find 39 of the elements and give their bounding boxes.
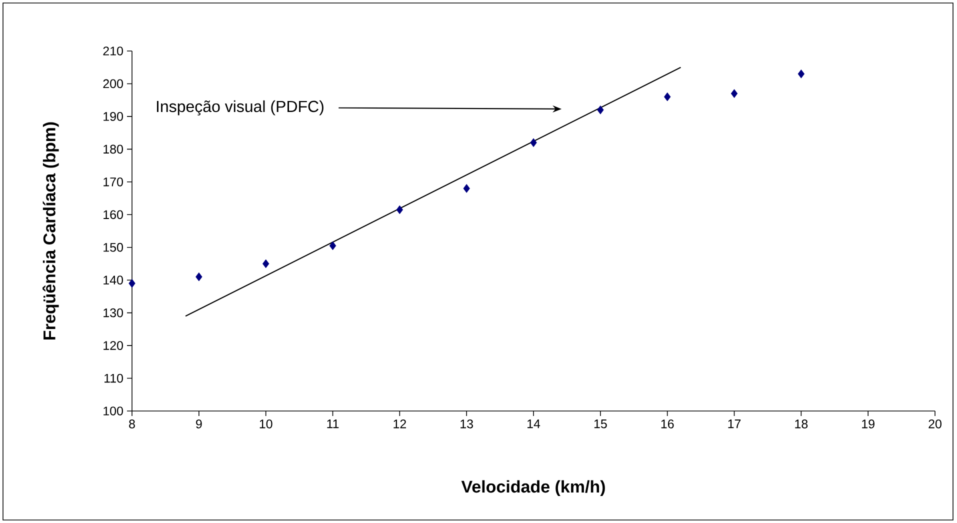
y-tick-label: 200 — [103, 79, 123, 88]
y-tick-label: 160 — [104, 210, 123, 220]
point — [329, 241, 336, 250]
point — [262, 259, 270, 268]
x-tick-label: 20 — [928, 420, 942, 428]
y-tick-label: 190 — [104, 112, 123, 121]
x-tick-label: 14 — [528, 420, 540, 428]
point — [664, 92, 671, 102]
x-axis-title: Velocidade (km/h) — [461, 480, 605, 496]
y-tick-label: 110 — [104, 374, 123, 383]
point — [196, 272, 202, 282]
annotation: Inspeção visual (PDFC) — [156, 100, 324, 116]
x-tick-label: 12 — [394, 420, 406, 428]
point — [128, 278, 136, 288]
point — [396, 205, 404, 214]
x-tick-label: 16 — [661, 420, 674, 428]
y-tick-label: 140 — [104, 276, 123, 285]
y-tick-label: 100 — [104, 406, 123, 416]
x-tick-label: 18 — [795, 420, 808, 428]
y-tick-label: 130 — [104, 308, 123, 318]
x-tick-label: 10 — [260, 420, 272, 428]
x-tick-label: 13 — [460, 420, 473, 428]
x-tick-label: 17 — [728, 420, 741, 428]
y-axis-title: Freqüência Cardíaca (bpm) — [42, 122, 59, 340]
x-tick-label: 15 — [594, 420, 607, 428]
x-tick-label: 19 — [862, 420, 874, 428]
point — [597, 106, 604, 114]
x-tick-label: 8 — [129, 420, 135, 428]
point — [463, 184, 470, 193]
x-tick-label: 9 — [196, 420, 202, 428]
y-tick-label: 180 — [104, 144, 123, 154]
y-tick-label: 120 — [104, 341, 123, 350]
y-tick-label: 170 — [104, 177, 123, 186]
x-tick-label: 11 — [327, 420, 339, 428]
point — [798, 70, 805, 78]
point — [530, 138, 537, 148]
y-tick-label: 210 — [103, 46, 123, 56]
point — [730, 89, 738, 98]
y-tick-label: 150 — [104, 242, 123, 252]
